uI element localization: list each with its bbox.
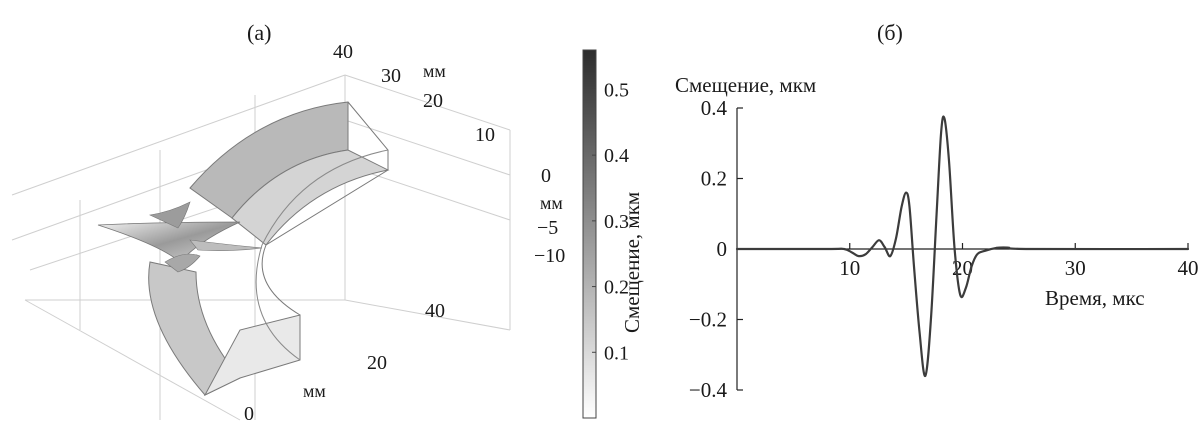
colorbar-tick-label: 0.4 [604, 145, 629, 167]
side-tick-0: 0 [541, 165, 551, 187]
y-tick-label: 0.2 [701, 167, 727, 191]
x-axis-title: Время, мкс [1045, 286, 1145, 310]
side-tick-minus5: −5 [537, 217, 558, 239]
y-axis-title: Смещение, мкм [675, 73, 816, 97]
colorbar-tick-label: 0.1 [604, 342, 629, 364]
y-ticks: 0.4 0.2 0 −0.2 −0.4 [689, 96, 743, 402]
x-tick-40: 40 [425, 300, 445, 322]
colorbar: 0.5 0.4 0.3 0.2 0.1 Смещение, мкм [582, 49, 644, 419]
panel-a-surface-plot: (а) [11, 20, 565, 424]
panel-a-label: (а) [247, 20, 271, 45]
panel-a-wave-surface [97, 201, 263, 273]
panel-b-line-chart: (б) Смещение, мкм Время, мкс 0.4 0.2 0 −0.2… [675, 20, 1199, 402]
z-tick-30: 30 [381, 65, 401, 87]
x-axis-unit: мм [303, 381, 326, 401]
y-tick-label: −0.4 [689, 378, 728, 402]
colorbar-tick-label: 0.2 [604, 277, 629, 299]
x-ticks: 10 20 30 40 [839, 243, 1199, 280]
x-tick-20: 20 [367, 352, 387, 374]
colorbar-ticks: 0.5 0.4 0.3 0.2 0.1 [592, 79, 629, 364]
y-tick-label: 0 [717, 237, 728, 261]
colorbar-bar [582, 49, 597, 419]
x-tick-label: 10 [839, 256, 860, 280]
panel-a-shell [148, 101, 390, 397]
y-tick-label: −0.2 [689, 308, 727, 332]
z-tick-20: 20 [423, 90, 443, 112]
x-tick-label: 40 [1178, 256, 1199, 280]
side-tick-minus10: −10 [534, 245, 565, 267]
x-tick-0: 0 [244, 403, 254, 424]
colorbar-tick-label: 0.5 [604, 79, 629, 101]
displacement-series-line [735, 115, 1190, 378]
z-tick-40: 40 [333, 41, 353, 63]
colorbar-label: Смещение, мкм [620, 192, 644, 333]
panel-b-label: (б) [877, 20, 903, 45]
side-axis-unit: мм [540, 193, 563, 213]
colorbar-tick-label: 0.3 [604, 211, 629, 233]
y-tick-label: 0.4 [701, 96, 728, 120]
z-axis-unit: мм [423, 61, 446, 81]
z-tick-10: 10 [475, 124, 495, 146]
x-tick-label: 30 [1065, 256, 1086, 280]
